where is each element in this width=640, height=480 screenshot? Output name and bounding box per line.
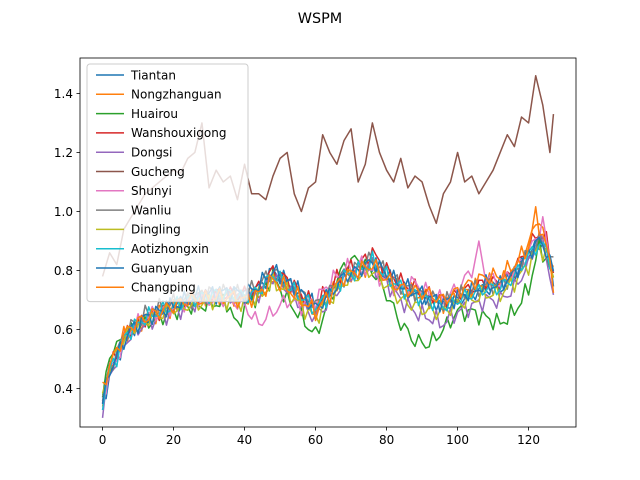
y-tick-label: 1.4 [54, 87, 73, 101]
x-axis: 0 20 40 60 80 100 120 [99, 427, 540, 447]
legend-label: Wanliu [131, 203, 171, 217]
legend-label: Dongsi [131, 146, 172, 160]
y-tick-label: 1.0 [54, 205, 73, 219]
legend-label: Nongzhanguan [131, 88, 222, 102]
x-tick-label: 40 [237, 433, 252, 447]
y-tick-label: 1.2 [54, 146, 73, 160]
x-tick-label: 20 [166, 433, 181, 447]
y-tick-label: 0.4 [54, 382, 73, 396]
x-tick-label: 80 [379, 433, 394, 447]
legend-label: Gucheng [131, 165, 185, 179]
x-tick-label: 60 [308, 433, 323, 447]
legend-label: Shunyi [131, 184, 172, 198]
legend: Tiantan Nongzhanguan Huairou Wanshouxigong D… [86, 63, 249, 303]
axes-frame [79, 57, 577, 428]
series-line-guanyuan [101, 236, 555, 405]
legend-label: Huairou [131, 107, 178, 121]
legend-label: Dingling [131, 223, 181, 237]
x-tick-label: 120 [517, 433, 540, 447]
chart-title: WSPM [298, 11, 342, 27]
legend-box [86, 63, 249, 303]
x-tick-label: 0 [99, 433, 107, 447]
legend-label: Changping [131, 281, 196, 295]
y-axis: 0.4 0.6 0.8 1.0 1.2 1.4 [54, 87, 80, 396]
y-tick-label: 0.8 [54, 264, 73, 278]
legend-label: Tiantan [130, 68, 176, 82]
legend-label: Guanyuan [131, 261, 193, 275]
plot-area [79, 57, 577, 428]
y-tick-label: 0.6 [54, 323, 73, 337]
x-tick-label: 100 [446, 433, 469, 447]
legend-label: Wanshouxigong [131, 126, 226, 140]
legend-label: Aotizhongxin [131, 242, 209, 256]
